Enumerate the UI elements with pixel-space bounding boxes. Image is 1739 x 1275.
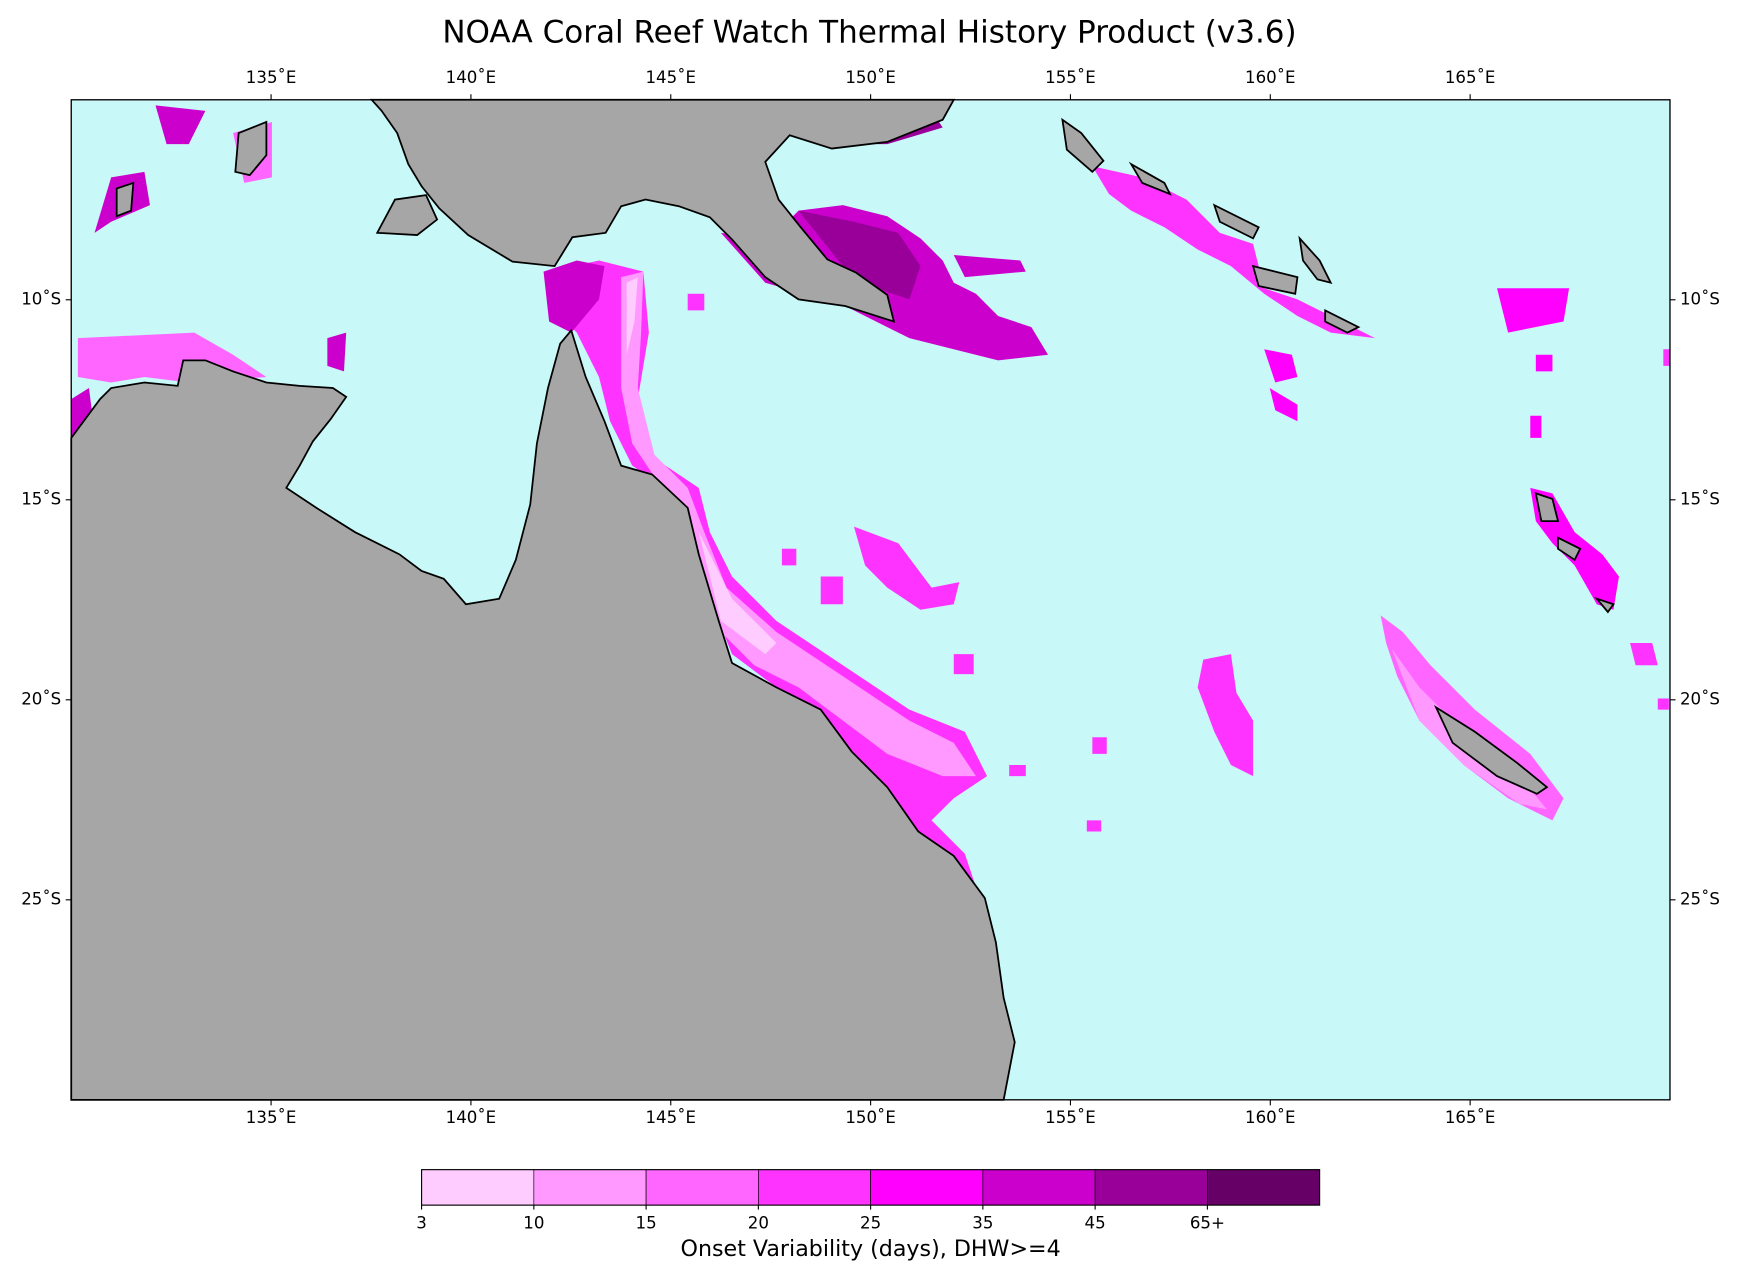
- land-island: [1433, 704, 1549, 795]
- title: NOAA Coral Reef Watch Thermal History Pr…: [442, 14, 1296, 50]
- x-tick-label: 165˚E: [1445, 68, 1496, 87]
- colorbar-segment: [870, 1169, 984, 1206]
- colorbar-segment: [1207, 1169, 1320, 1206]
- y-tick-label: 10˚S: [1680, 289, 1720, 308]
- x-tick-label: 155˚E: [1045, 68, 1096, 87]
- colorbar-tick-label: 25: [860, 1214, 881, 1233]
- x-tick-label: 160˚E: [1245, 68, 1296, 87]
- colorbar-segment: [982, 1169, 1096, 1206]
- colorbar-segment: [421, 1169, 535, 1206]
- map-layer: [70, 98, 1670, 1101]
- colorbar-tick-label: 15: [636, 1214, 657, 1233]
- colorbar: 3 10 15 20 25 35 45 65+: [416, 1169, 1321, 1233]
- y-tick-label: 20˚S: [1680, 689, 1720, 708]
- x-tick-label: 140˚E: [446, 68, 497, 87]
- x-tick-label: 155˚E: [1045, 1108, 1096, 1127]
- x-tick-label: 135˚E: [246, 68, 297, 87]
- x-tick-label: 140˚E: [446, 1108, 497, 1127]
- x-tick-label: 145˚E: [645, 68, 696, 87]
- land-island: [1061, 117, 1361, 334]
- colorbar-tick-label: 65+: [1190, 1214, 1225, 1233]
- y-tick-label: 15˚S: [1680, 489, 1720, 508]
- colorbar-tick-label: 20: [748, 1214, 769, 1233]
- colorbar-segment: [1094, 1169, 1208, 1206]
- x-tick-label: 160˚E: [1245, 1108, 1296, 1127]
- land-island: [115, 120, 1615, 614]
- x-tick-label: 135˚E: [246, 1108, 297, 1127]
- y-tick-label: 15˚S: [21, 489, 61, 508]
- colorbar-segment: [533, 1169, 647, 1206]
- land-new-guinea: [369, 98, 956, 323]
- x-tick-label: 165˚E: [1445, 1108, 1496, 1127]
- axes: 135˚E 135˚E 140˚E 140˚E 145˚E 145˚E 150˚E 150˚E…: [21, 68, 1720, 1127]
- y-tick-label: 20˚S: [21, 689, 61, 708]
- x-tick-label: 145˚E: [645, 1108, 696, 1127]
- y-tick-label: 25˚S: [21, 889, 61, 908]
- x-tick-label: 150˚E: [845, 1108, 896, 1127]
- colorbar-tick-label: 35: [972, 1214, 993, 1233]
- colorbar-tick-label: 3: [416, 1214, 427, 1233]
- colorbar-label: Onset Variability (days), DHW>=4: [681, 1236, 1061, 1262]
- y-tick-label: 25˚S: [1680, 889, 1720, 908]
- x-tick-label: 150˚E: [845, 68, 896, 87]
- y-tick-label: 10˚S: [21, 289, 61, 308]
- land-australia: [70, 328, 1016, 1101]
- reef-patches: [71, 105, 1670, 887]
- colorbar-tick-label: 10: [523, 1214, 544, 1233]
- colorbar-segment: [645, 1169, 759, 1206]
- colorbar-segment: [758, 1169, 871, 1206]
- colorbar-tick-label: 45: [1085, 1214, 1106, 1233]
- land-island: [375, 194, 439, 236]
